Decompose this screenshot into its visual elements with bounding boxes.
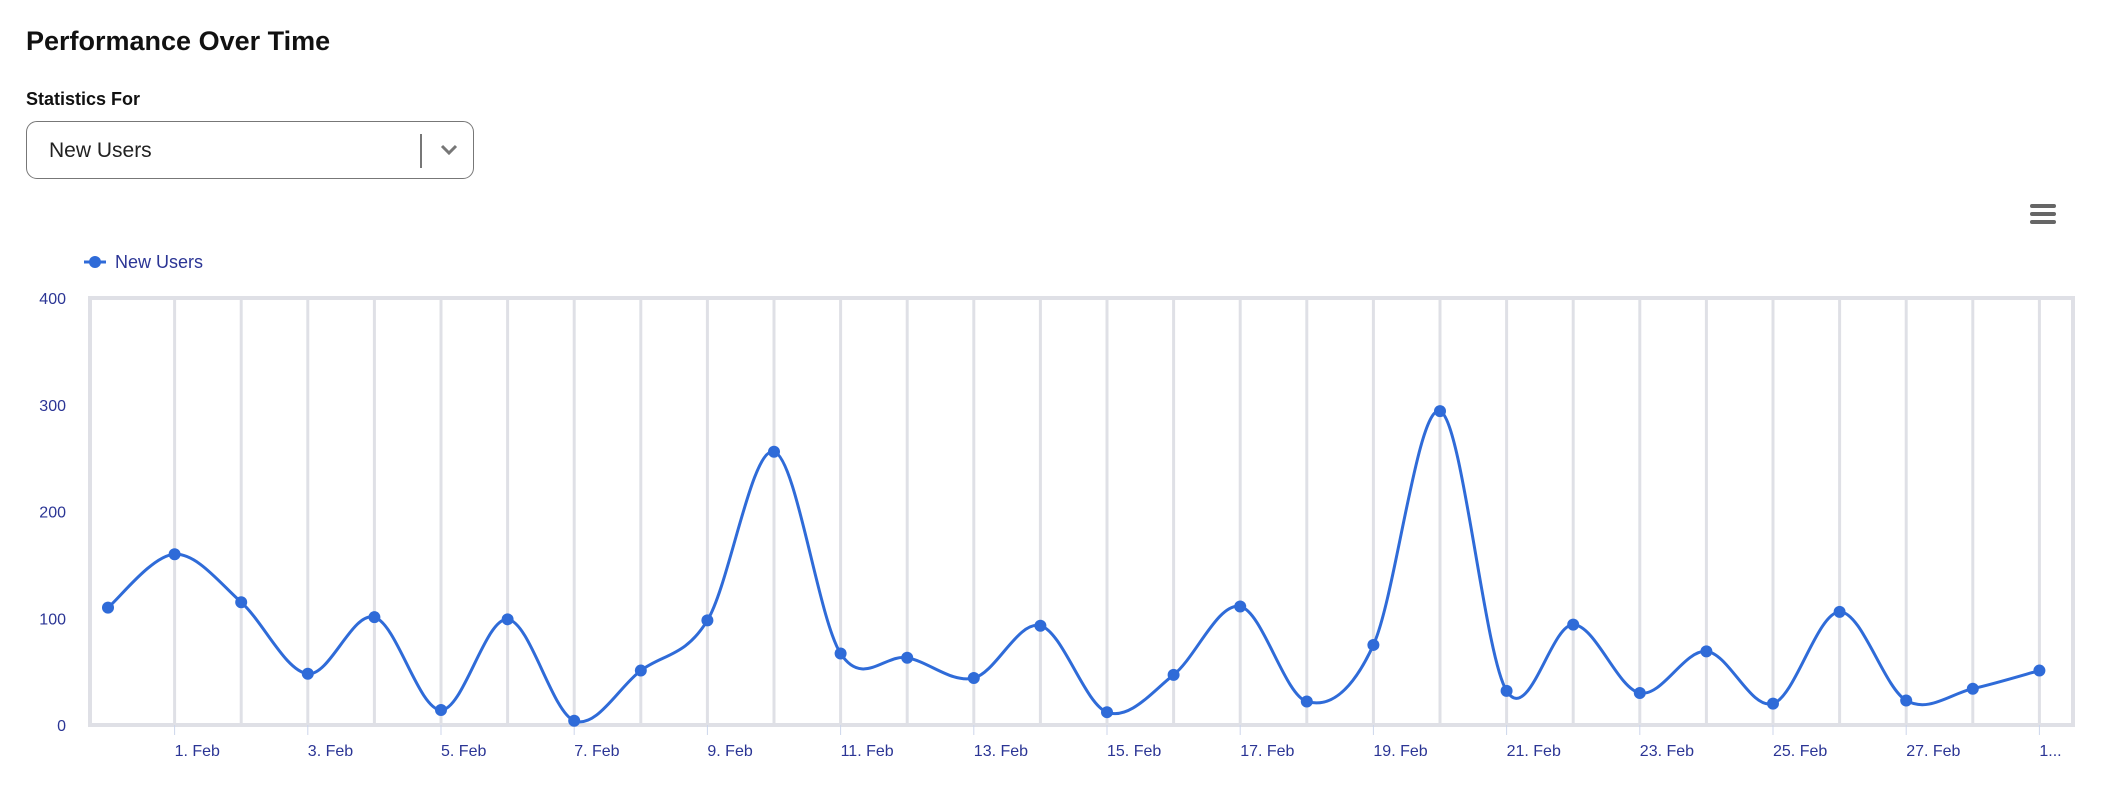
data-point bbox=[1700, 645, 1713, 658]
series-line-new-users bbox=[107, 409, 2040, 724]
x-tick-label: 25. Feb bbox=[1773, 743, 1827, 760]
data-point bbox=[1567, 618, 1580, 631]
y-tick-label: 400 bbox=[39, 291, 66, 308]
data-point bbox=[901, 651, 914, 664]
hamburger-menu-icon[interactable] bbox=[2030, 204, 2056, 226]
statistics-for-label: Statistics For bbox=[26, 89, 141, 109]
x-tick-label: 1. Feb bbox=[175, 743, 220, 760]
x-tick-label: 17. Feb bbox=[1240, 743, 1294, 760]
data-point bbox=[768, 445, 780, 458]
x-tick-label: 7. Feb bbox=[574, 743, 619, 760]
y-tick-label: 0 bbox=[57, 718, 66, 735]
legend-marker-icon bbox=[89, 256, 101, 268]
data-point bbox=[1500, 684, 1513, 697]
x-tick-label: 15. Feb bbox=[1107, 743, 1161, 760]
chevron-down-icon[interactable] bbox=[439, 140, 459, 160]
y-tick-label: 200 bbox=[39, 505, 66, 522]
x-tick-label: 3. Feb bbox=[308, 743, 353, 760]
statistics-select-value: New Users bbox=[49, 139, 152, 162]
data-point bbox=[235, 596, 248, 609]
data-point bbox=[1966, 682, 1979, 695]
y-tick-label: 300 bbox=[39, 398, 66, 415]
data-point bbox=[834, 647, 847, 660]
data-point bbox=[967, 672, 980, 685]
data-point bbox=[1234, 600, 1247, 613]
x-tick-label: 21. Feb bbox=[1507, 743, 1561, 760]
data-point bbox=[1167, 668, 1180, 681]
page-title: Performance Over Time bbox=[26, 26, 331, 56]
statistics-select[interactable]: New Users bbox=[26, 121, 474, 179]
x-tick-label: 13. Feb bbox=[974, 743, 1028, 760]
y-tick-label: 100 bbox=[39, 611, 66, 628]
x-tick-label: 1... bbox=[2039, 743, 2061, 760]
data-point bbox=[1633, 686, 1646, 699]
data-point bbox=[102, 601, 114, 614]
legend-item-new-users[interactable]: New Users bbox=[115, 252, 203, 272]
x-tick-label: 9. Feb bbox=[707, 743, 752, 760]
data-point bbox=[1300, 695, 1313, 708]
data-point bbox=[634, 664, 647, 677]
data-point bbox=[1034, 619, 1047, 632]
data-point bbox=[1434, 405, 1446, 418]
data-point bbox=[1767, 697, 1779, 710]
x-tick-label: 19. Feb bbox=[1373, 743, 1427, 760]
data-point bbox=[1367, 638, 1380, 651]
data-point bbox=[1833, 605, 1846, 618]
data-point bbox=[1101, 706, 1113, 719]
data-point bbox=[2033, 664, 2046, 677]
data-point bbox=[501, 613, 514, 626]
x-tick-label: 5. Feb bbox=[441, 743, 486, 760]
data-point bbox=[368, 611, 381, 624]
data-point bbox=[1900, 694, 1913, 707]
x-tick-label: 23. Feb bbox=[1640, 743, 1694, 760]
data-point bbox=[568, 714, 581, 727]
data-point bbox=[435, 704, 447, 717]
select-divider bbox=[420, 134, 422, 168]
data-point bbox=[701, 614, 714, 627]
x-tick-label: 11. Feb bbox=[841, 743, 894, 760]
data-point bbox=[168, 548, 181, 561]
data-point bbox=[301, 667, 314, 680]
x-tick-label: 27. Feb bbox=[1906, 743, 1960, 760]
plot-border bbox=[88, 296, 2075, 727]
